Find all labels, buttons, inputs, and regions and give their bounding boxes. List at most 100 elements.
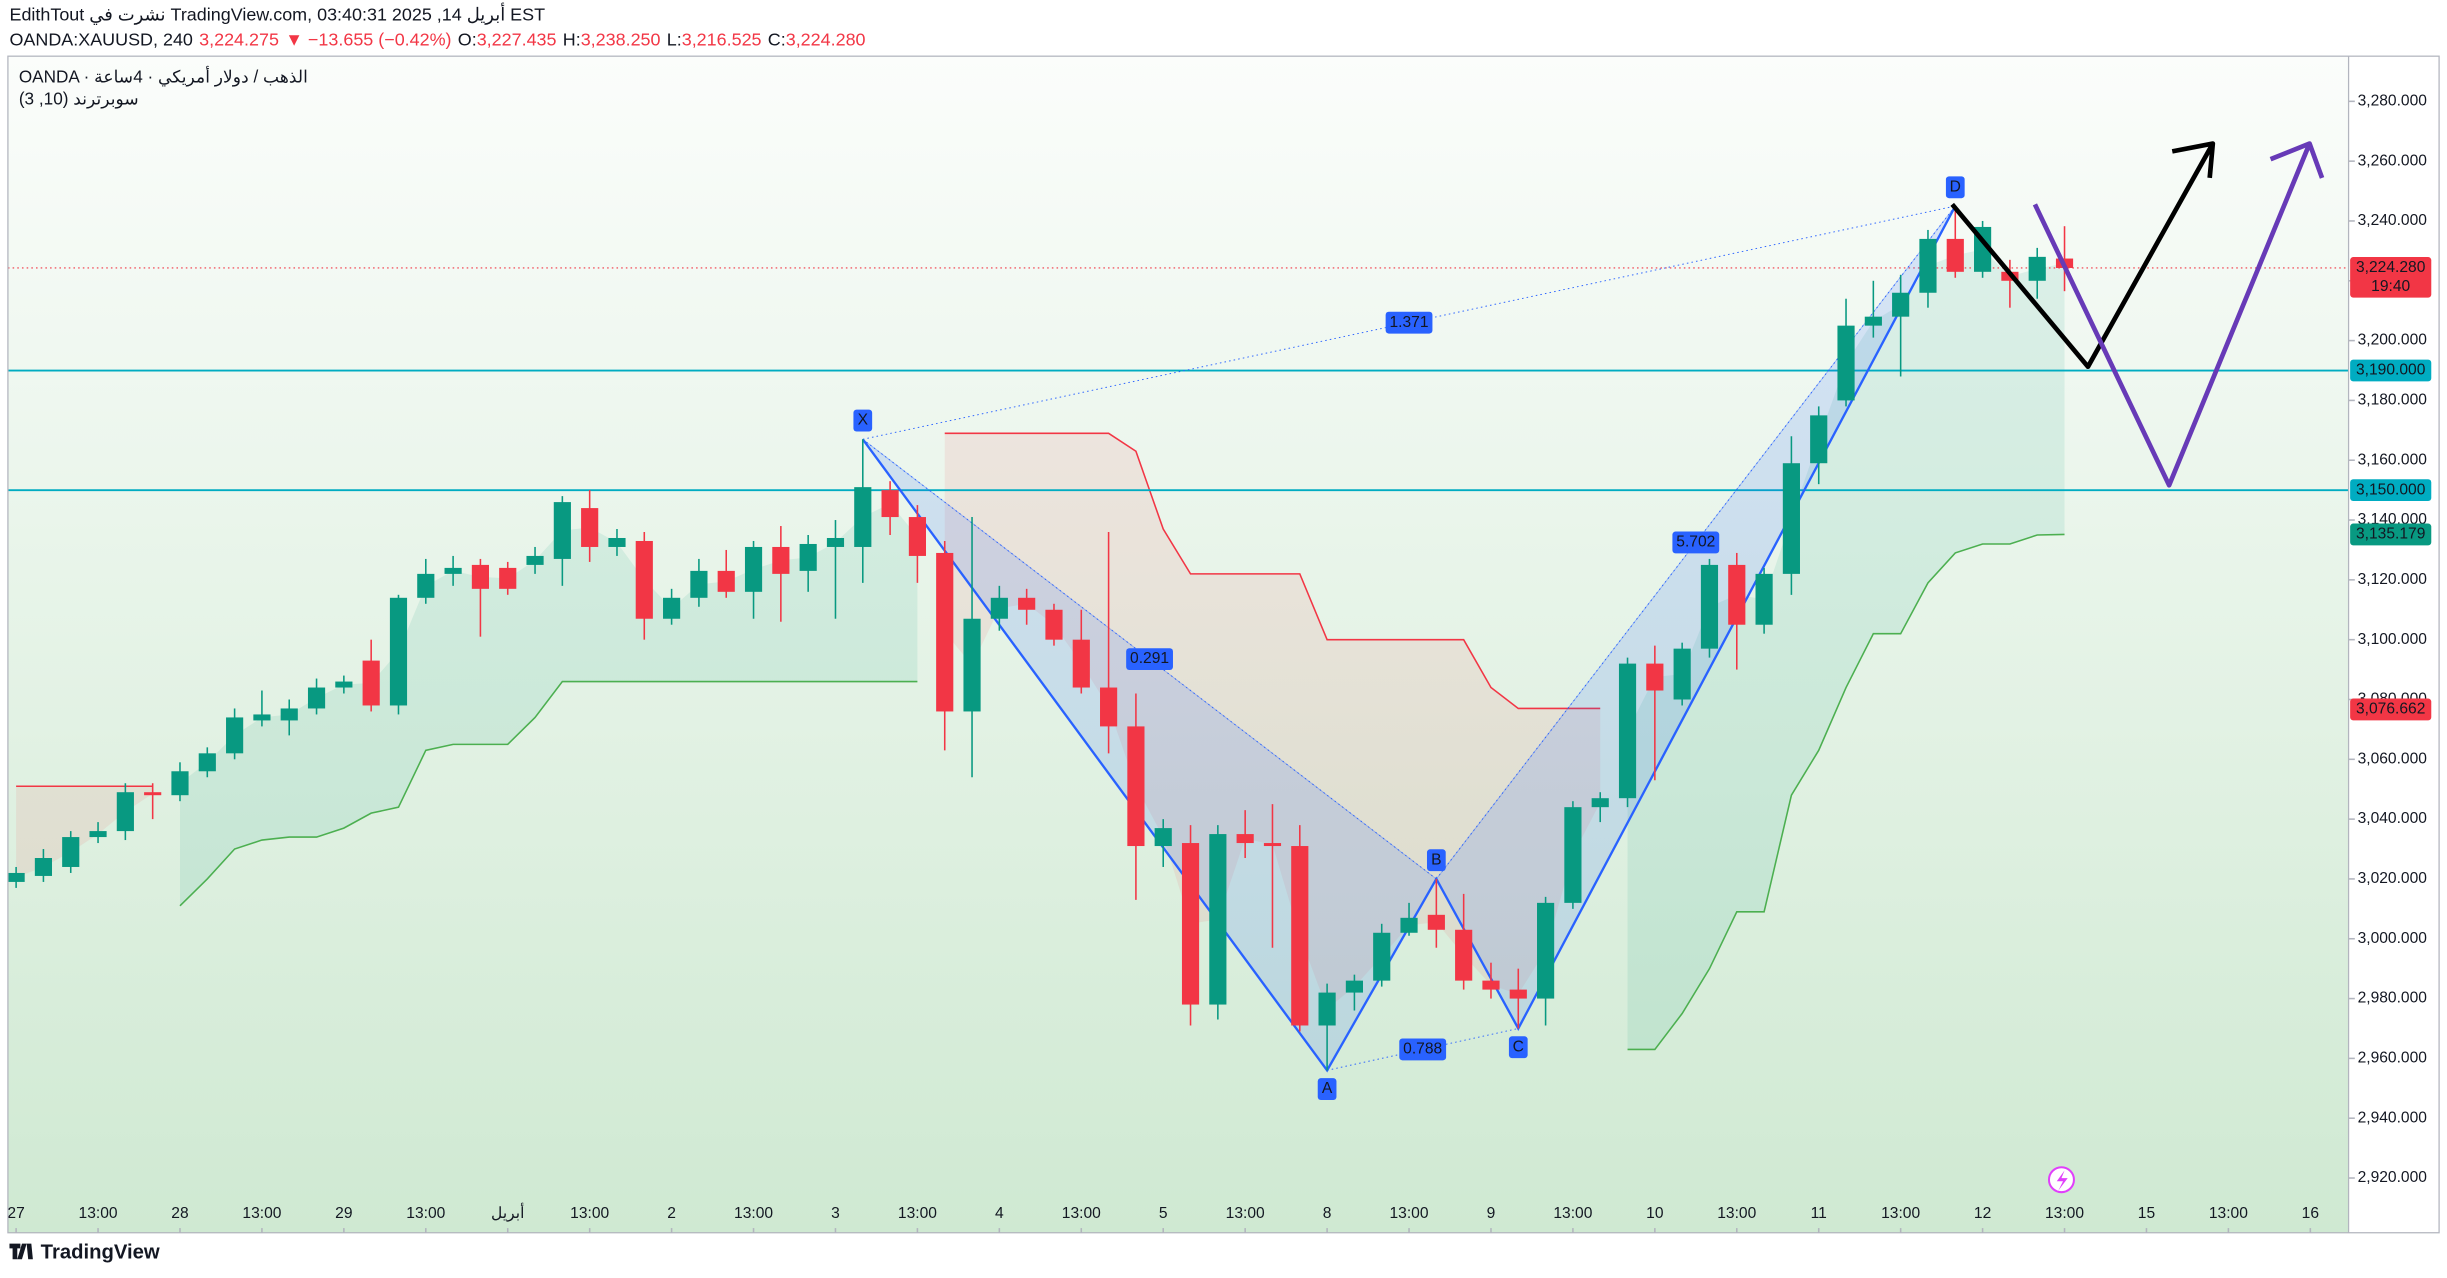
supertrend-fill [179, 503, 918, 906]
ratio-badge [1126, 648, 1173, 671]
candle-body [1892, 292, 1910, 317]
brand: TradingView [9, 1241, 160, 1263]
price-tag [2350, 359, 2432, 382]
point-label: B [1431, 851, 1441, 868]
point-badge [1945, 176, 1965, 199]
x-tick-label: 8 [1323, 1205, 1332, 1222]
c-value: 3,224.280 [786, 29, 866, 49]
y-tick-label: 3,120.000 [2358, 571, 2428, 588]
candle-body [1919, 238, 1937, 293]
candle-body [362, 660, 380, 706]
candle-body [1509, 989, 1527, 999]
ratio-badge [1399, 1038, 1447, 1061]
candle-body [2028, 256, 2046, 281]
l-value: 3,216.525 [682, 29, 762, 49]
candle-body [89, 831, 107, 838]
candle-body [253, 714, 271, 721]
symbol: OANDA:XAUUSD, 240 [9, 29, 192, 49]
y-tick-label: 2,960.000 [2358, 1050, 2428, 1067]
last: 3,224.275 [199, 29, 279, 49]
candle-body [744, 546, 763, 592]
candle-body [1127, 726, 1145, 847]
alert-icon[interactable] [2047, 1166, 2075, 1194]
x-tick-label: 4 [995, 1205, 1004, 1222]
change: ▼ −13.655 (−0.42%) [285, 29, 451, 49]
candle-body [990, 597, 1008, 619]
candle-body [1427, 914, 1445, 930]
supertrend-line [944, 432, 1601, 710]
candle-body [1318, 992, 1336, 1026]
candle-body [1700, 564, 1719, 649]
point-badge [1426, 849, 1446, 872]
candle-body [307, 687, 326, 709]
candle-body [690, 570, 708, 598]
candle-body [526, 555, 544, 565]
x-tick-label: 13:00 [1717, 1205, 1756, 1222]
projection-arrow [1950, 142, 2215, 370]
candle-body [963, 618, 981, 712]
candle-body [116, 792, 134, 832]
supertrend-line [179, 680, 918, 907]
h-label: H: [563, 29, 581, 49]
candle-body [1209, 834, 1227, 1005]
x-tick-label: 13:00 [242, 1205, 281, 1222]
x-tick-label: 15 [2138, 1205, 2156, 1222]
point-label: D [1950, 178, 1961, 195]
supertrend-line [1627, 533, 2065, 1051]
y-tick-label: 3,280.000 [2358, 92, 2428, 109]
x-tick-label: 13:00 [2045, 1205, 2084, 1222]
candle-body [1455, 929, 1473, 981]
x-tick-label: أبريل [491, 1202, 524, 1222]
candle-body [62, 837, 80, 867]
frame [7, 55, 2440, 1234]
candle-body [581, 508, 599, 547]
y-tick-label: 3,000.000 [2358, 930, 2428, 947]
ratio-badge [1385, 311, 1433, 334]
y-tick-label: 3,240.000 [2358, 212, 2428, 229]
x-tick-label: 5 [1159, 1205, 1168, 1222]
x-tick-label: 9 [1487, 1205, 1496, 1222]
y-tick-label: 3,020.000 [2358, 870, 2428, 887]
candle-body [499, 567, 517, 589]
price-tag-label: 3,150.000 [2356, 481, 2426, 498]
ratio-label: 1.371 [1390, 314, 1429, 331]
price-tag-label: 3,076.662 [2356, 701, 2425, 718]
candle-body [1291, 846, 1309, 1026]
candle-body [389, 597, 408, 706]
price-tag-label: 3,224.280 [2356, 259, 2426, 276]
projection-arrow [2032, 142, 2312, 488]
x-tick-label: 13:00 [734, 1205, 773, 1222]
candle-body [1946, 238, 1964, 272]
y-tick-label: 3,160.000 [2358, 451, 2428, 468]
y-tick-label: 3,180.000 [2358, 392, 2428, 409]
h-value: 3,238.250 [581, 29, 661, 49]
candle-body [854, 487, 872, 547]
candle-body [608, 537, 626, 547]
candle-body [34, 858, 53, 876]
x-tick-label: 27 [7, 1205, 24, 1222]
price-tag [2350, 479, 2432, 502]
candle-body [1072, 639, 1090, 688]
x-tick-label: 28 [171, 1205, 188, 1222]
candle-body [1373, 932, 1391, 981]
candle-body [799, 543, 817, 571]
arrow-head [2269, 141, 2325, 179]
x-tick-label: 29 [335, 1205, 352, 1222]
y-tick-label: 2,940.000 [2358, 1109, 2428, 1126]
x-tick-label: 2 [667, 1205, 676, 1222]
candle-body [1646, 663, 1664, 691]
point-label: X [858, 412, 869, 429]
legend-symbol: OANDA · الذهب / دولار أمريكي · 4ساعة [19, 66, 308, 88]
y-tick-label: 3,040.000 [2358, 810, 2428, 827]
candle-body [226, 717, 244, 754]
candle-body [717, 570, 735, 592]
price-tag-label: 3,135.179 [2356, 526, 2425, 543]
y-tick-label: 3,200.000 [2358, 332, 2428, 349]
x-tick-label: 10 [1646, 1205, 1664, 1222]
candle-body [553, 502, 571, 559]
candle-body [144, 792, 162, 796]
point-label: A [1322, 1080, 1333, 1097]
x-tick-label: 13:00 [1390, 1205, 1429, 1222]
x-tick-label: 13:00 [1553, 1205, 1592, 1222]
candle-body [198, 753, 216, 772]
